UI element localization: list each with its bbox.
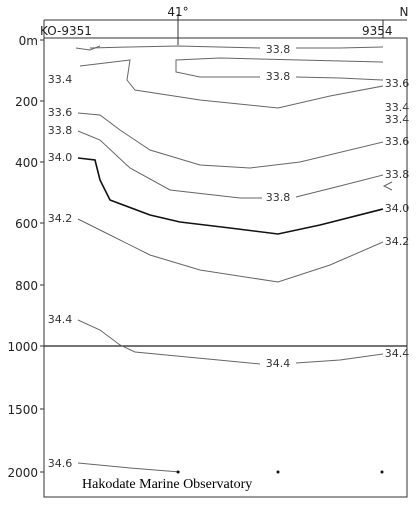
station-dot — [380, 470, 384, 474]
latitude-label: 41° — [167, 5, 188, 19]
contour — [77, 218, 384, 283]
contour — [89, 45, 261, 49]
contour — [77, 112, 384, 169]
station-label: 9354 — [362, 24, 393, 38]
contour-label: 33.8 — [48, 124, 73, 137]
station-dot — [176, 470, 180, 474]
contour-label: 34.0 — [48, 151, 73, 164]
station-label: KO-9351 — [40, 24, 92, 38]
station-dot — [276, 470, 280, 474]
contour-label: 33.4 — [385, 113, 410, 126]
y-tick-label: 0m — [19, 34, 38, 48]
contour-label: 34.4 — [48, 313, 73, 326]
direction-label: N — [400, 5, 409, 19]
contour — [295, 174, 384, 198]
contour-label: 33.8 — [385, 168, 410, 181]
contour-label: 33.6 — [385, 135, 410, 148]
contour-label: 34.0 — [385, 202, 410, 215]
contour-label: 34.4 — [266, 357, 291, 370]
contour — [77, 130, 262, 199]
contour — [175, 57, 384, 78]
contour-label: 34.4 — [385, 347, 410, 360]
contour — [295, 353, 384, 364]
contour — [77, 462, 181, 473]
y-tick-label: 1000 — [7, 340, 38, 354]
contour-label: 33.4 — [48, 73, 73, 86]
contour-label: 33.6 — [385, 77, 410, 90]
plot-frame — [43, 37, 408, 498]
contour — [382, 181, 393, 191]
credit: Hakodate Marine Observatory — [82, 477, 252, 492]
y-tick-label: 200 — [15, 95, 38, 109]
contour-label: 33.8 — [266, 43, 291, 56]
contour-label: 34.2 — [48, 212, 73, 225]
contour-label: 33.6 — [48, 106, 73, 119]
y-tick-label: 400 — [15, 156, 38, 170]
contour — [79, 59, 384, 109]
y-tick-label: 2000 — [7, 466, 38, 480]
contour-label: 33.4 — [385, 101, 410, 114]
y-tick-label: 600 — [15, 217, 38, 231]
contour — [77, 319, 261, 365]
contour — [296, 46, 384, 49]
contour-label: 34.2 — [385, 235, 410, 248]
contour — [295, 76, 384, 81]
contour-label: 33.8 — [266, 70, 291, 83]
y-tick-label: 1500 — [7, 403, 38, 417]
contour — [75, 45, 101, 51]
contour — [77, 157, 384, 235]
contours — [75, 45, 393, 473]
contour-label: 34.6 — [48, 457, 73, 470]
contour-label: 33.8 — [266, 191, 291, 204]
y-tick-label: 800 — [15, 279, 38, 293]
